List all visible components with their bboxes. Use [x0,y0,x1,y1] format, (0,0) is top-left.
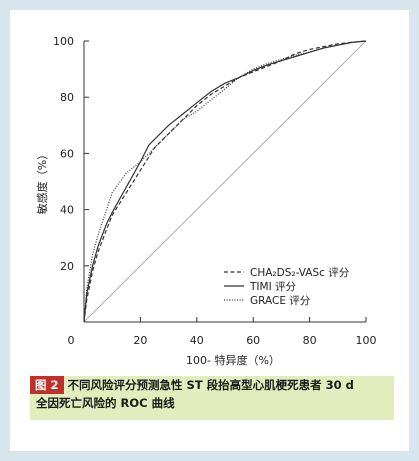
legend: CHA₂DS₂-VASc 评分 TIMI 评分 GRACE 评分 [224,267,350,307]
y-axis-label: 敏感度（%） [35,149,49,214]
y-tick-label: 20 [60,260,74,273]
x-tick-label: 40 [190,334,204,347]
caption-line-1: 不同风险评分预测急性 ST 段抬高型心肌梗死患者 30 d [67,378,354,392]
x-tick-label: 100 [356,334,377,347]
reference-diagonal [83,40,367,323]
series-line-2 [83,40,367,323]
series-line-1 [83,40,367,323]
y-tick-label: 100 [53,35,74,48]
y-tick-label: 60 [60,147,74,160]
caption-line-2: 全因死亡风险的 ROC 曲线 [36,396,175,410]
legend-label-3: GRACE 评分 [250,295,311,307]
series-line-3 [83,40,367,323]
legend-label-2: TIMI 评分 [249,281,297,293]
x-tick-label: 60 [246,334,260,347]
y-tick-label: 80 [60,91,74,104]
legend-label-1: CHA₂DS₂-VASc 评分 [250,267,350,279]
figure-caption: 图 2 不同风险评分预测急性 ST 段抬高型心肌梗死患者 30 d 全因死亡风险的… [30,376,394,420]
figure-label: 图 2 [30,376,64,394]
x-tick-label: 20 [133,334,147,347]
x-axis-label: 100- 特异度（%） [186,353,280,367]
x-tick-label: 0 [68,334,75,347]
x-tick-label: 80 [303,334,317,347]
y-tick-label: 40 [60,204,74,217]
